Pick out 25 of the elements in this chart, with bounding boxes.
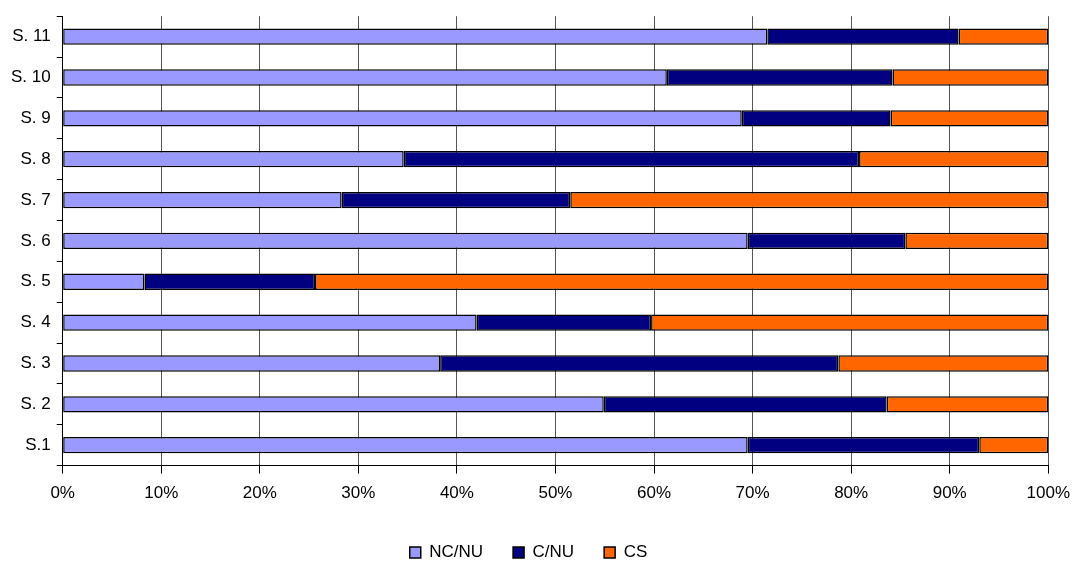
y-tick-label: S. 5 xyxy=(20,271,51,291)
x-tick-label: 40% xyxy=(439,483,474,503)
x-tick-label: 50% xyxy=(538,483,573,503)
x-tick-label: 10% xyxy=(144,483,179,503)
x-tick-label: 0% xyxy=(50,483,75,503)
y-tick-label: S. 3 xyxy=(20,353,51,373)
y-tick-label: S. 2 xyxy=(20,394,51,414)
y-tick-label: S. 11 xyxy=(12,26,51,46)
x-tick-label: 30% xyxy=(341,483,376,503)
x-tick-label: 70% xyxy=(735,483,770,503)
x-tick-label: 60% xyxy=(637,483,672,503)
y-tick-label: S.1 xyxy=(25,434,51,454)
y-tick-label: S. 7 xyxy=(20,189,51,209)
legend-label: C/NU xyxy=(532,542,575,562)
x-tick-label: 80% xyxy=(834,483,869,503)
legend-label: CS xyxy=(623,542,648,562)
y-tick-label: S. 4 xyxy=(20,312,51,332)
y-tick-label: S. 9 xyxy=(20,108,51,128)
legend-label: NC/NU xyxy=(429,542,484,562)
x-tick-label: 90% xyxy=(932,483,967,503)
x-tick-label: 20% xyxy=(242,483,277,503)
y-tick-label: S. 10 xyxy=(10,67,51,87)
y-tick-label: S. 6 xyxy=(20,230,51,250)
y-tick-label: S. 8 xyxy=(20,148,51,168)
x-tick-label: 100% xyxy=(1026,483,1070,503)
